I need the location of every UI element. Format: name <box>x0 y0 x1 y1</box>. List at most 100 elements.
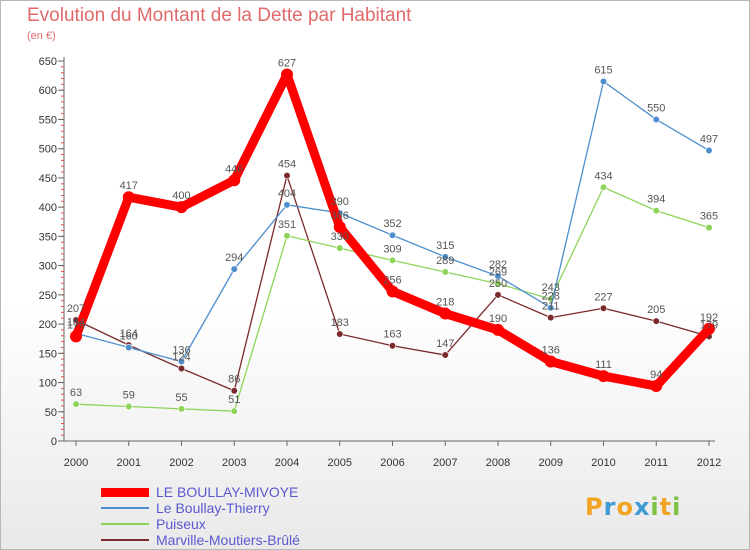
legend-swatch <box>101 507 149 509</box>
data-point <box>599 304 608 312</box>
data-label: 94 <box>650 369 662 381</box>
data-label: 394 <box>647 194 665 206</box>
logo-letter: i <box>650 493 660 521</box>
y-tick-label: 150 <box>39 348 57 360</box>
data-label: 615 <box>594 64 612 76</box>
y-tick-label: 50 <box>45 407 57 419</box>
x-tick-label: 2012 <box>697 457 721 469</box>
legend-swatch <box>101 487 149 497</box>
axes: 0 50 100 150 200 250 300 350 400 450 500 550 600 650 2… <box>39 56 722 469</box>
data-label: 282 <box>489 259 507 271</box>
data-label: 59 <box>123 390 135 402</box>
data-point <box>705 224 713 232</box>
data-label: 352 <box>383 218 401 230</box>
data-label: 190 <box>489 313 507 325</box>
y-tick-label: 250 <box>39 290 57 302</box>
x-tick-label: 2009 <box>539 457 563 469</box>
data-label: 446 <box>225 163 243 175</box>
x-tick-label: 2000 <box>64 457 88 469</box>
data-label: 136 <box>542 344 560 356</box>
data-label: 192 <box>700 312 718 324</box>
data-point <box>125 402 133 411</box>
y-tick-label: 350 <box>39 231 57 243</box>
data-point <box>494 291 502 299</box>
data-label: 243 <box>542 282 560 294</box>
data-point <box>599 77 608 86</box>
data-label: 164 <box>120 328 138 340</box>
data-label: 294 <box>225 252 243 264</box>
y-tick-label: 0 <box>51 436 57 448</box>
data-point <box>650 380 663 393</box>
x-tick-label: 2003 <box>222 457 246 469</box>
data-label: 163 <box>383 329 401 341</box>
data-label: 404 <box>278 188 296 200</box>
data-label: 51 <box>228 394 240 406</box>
x-tick-label: 2001 <box>117 457 141 469</box>
data-point <box>283 232 291 240</box>
data-point <box>177 357 186 366</box>
data-label: 366 <box>331 210 349 222</box>
data-label: 63 <box>70 387 82 399</box>
data-point <box>703 322 715 335</box>
data-point <box>705 146 713 155</box>
data-label: 207 <box>67 303 85 315</box>
x-tick-label: 2002 <box>169 457 193 469</box>
legend-swatch <box>101 523 149 525</box>
data-point <box>441 253 449 261</box>
data-label: 228 <box>542 291 560 303</box>
data-label: 497 <box>700 133 718 145</box>
data-point <box>652 317 660 325</box>
data-label: 417 <box>120 180 138 192</box>
x-tick-label: 2011 <box>644 457 668 469</box>
data-point <box>388 342 397 350</box>
data-point <box>439 307 452 320</box>
data-label: 124 <box>172 352 190 364</box>
y-tick-label: 600 <box>39 85 57 97</box>
data-point <box>177 405 186 413</box>
data-point <box>441 351 449 359</box>
logo-letter: i <box>672 493 682 521</box>
data-label: 86 <box>228 374 240 386</box>
data-label: 627 <box>278 57 296 69</box>
data-point <box>652 207 660 215</box>
data-label: 289 <box>436 255 454 267</box>
data-point <box>70 330 82 343</box>
data-label: 309 <box>383 243 401 255</box>
logo-letter: o <box>616 493 634 521</box>
data-point <box>544 355 557 368</box>
x-tick-label: 2005 <box>328 457 352 469</box>
data-point <box>494 272 502 280</box>
y-tick-label: 650 <box>39 56 57 68</box>
data-point <box>283 201 291 209</box>
y-tick-label: 200 <box>39 319 57 331</box>
data-point <box>388 231 397 239</box>
data-label: 256 <box>383 274 401 286</box>
data-point <box>494 280 502 288</box>
y-tick-label: 500 <box>39 144 57 156</box>
data-label: 227 <box>594 291 612 303</box>
data-point <box>230 265 238 273</box>
x-tick-label: 2008 <box>486 457 510 469</box>
data-point <box>547 314 555 322</box>
proxiti-logo: Proxiti <box>585 493 681 521</box>
data-point <box>230 387 238 395</box>
data-label: 147 <box>436 338 454 350</box>
data-label: 269 <box>489 267 507 279</box>
logo-letter: P <box>585 493 604 521</box>
data-point <box>492 323 504 336</box>
data-point <box>388 256 397 264</box>
data-point <box>125 343 133 352</box>
logo-letter: t <box>659 493 673 521</box>
data-label: 390 <box>331 196 349 208</box>
data-point <box>547 304 555 312</box>
legend-label: LE BOULLAY-MIVOYE <box>156 484 299 500</box>
data-point <box>177 364 186 373</box>
data-point <box>652 115 660 124</box>
data-point <box>333 221 346 234</box>
data-point <box>175 201 188 214</box>
y-tick-label: 450 <box>39 173 57 185</box>
x-tick-label: 2007 <box>433 457 457 469</box>
data-label: 218 <box>436 297 454 309</box>
